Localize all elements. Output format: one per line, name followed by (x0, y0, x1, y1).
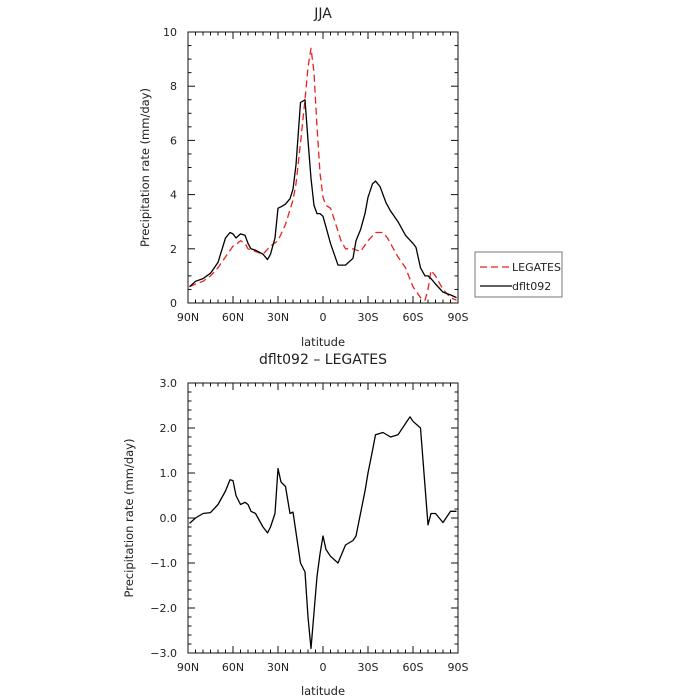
legend-label-legates: LEGATES (512, 261, 561, 274)
diff-y-axis-label: Precipitation rate (mm/day) (122, 439, 136, 598)
legend: LEGATES dflt092 (474, 251, 563, 298)
diff-y-tick-label: 0.0 (160, 512, 178, 525)
diff-x-axis-label: latitude (301, 684, 345, 698)
diff-x-tick-label: 90N (177, 661, 199, 674)
diff-x-tick-label: 30S (358, 661, 379, 674)
top-y-tick-label: 10 (163, 26, 177, 39)
top-chart-title: JJA (313, 6, 332, 22)
diff-y-tick-label: −1.0 (150, 557, 177, 570)
top-plot-frame (187, 31, 459, 304)
diff-y-tick-label: 3.0 (160, 377, 178, 390)
top-y-tick-label: 2 (170, 243, 177, 256)
top-precip-chart: 90N 60N 30N 0 30S 60S 90S 0 2 4 6 8 10 JJA latitude Pre… (138, 6, 563, 349)
top-y-tick-label: 4 (170, 189, 177, 202)
diff-x-tick-label: 90S (448, 661, 469, 674)
diff-y-tick-label: 1.0 (160, 467, 178, 480)
top-x-axis-label: latitude (301, 335, 345, 349)
top-x-tick-label: 0 (320, 311, 327, 324)
legend-box (474, 251, 563, 298)
diff-x-tick-label: 0 (320, 661, 327, 674)
top-x-tick-label: 60N (222, 311, 244, 324)
diff-x-tick-label: 60N (222, 661, 244, 674)
top-x-tick-label: 30S (358, 311, 379, 324)
diff-y-tick-label: 2.0 (160, 422, 178, 435)
diff-series-difference-line (189, 416, 457, 650)
top-y-tick-label: 6 (170, 134, 177, 147)
diff-precip-chart: 90N 60N 30N 0 30S 60S 90S −3.0 −2.0 −1.0 0.0 1.0 2.0… (122, 352, 469, 698)
top-series-dflt092-line (189, 99, 457, 299)
top-x-tick-label: 30N (267, 311, 289, 324)
diff-y-tick-label: −2.0 (150, 602, 177, 615)
diff-x-tick-label: 60S (403, 661, 424, 674)
top-x-tick-label: 60S (403, 311, 424, 324)
legend-label-dflt092: dflt092 (512, 280, 551, 293)
diff-chart-title: dflt092 – LEGATES (259, 352, 387, 368)
top-y-axis-label: Precipitation rate (mm/day) (138, 88, 152, 247)
diff-plot-frame (187, 382, 459, 654)
top-y-tick-label: 0 (170, 297, 177, 310)
diff-y-tick-label: −3.0 (150, 647, 177, 660)
top-x-tick-label: 90S (448, 311, 469, 324)
top-series-legates-line (189, 47, 457, 301)
top-x-tick-label: 90N (177, 311, 199, 324)
top-y-tick-label: 8 (170, 80, 177, 93)
diff-x-tick-label: 30N (267, 661, 289, 674)
